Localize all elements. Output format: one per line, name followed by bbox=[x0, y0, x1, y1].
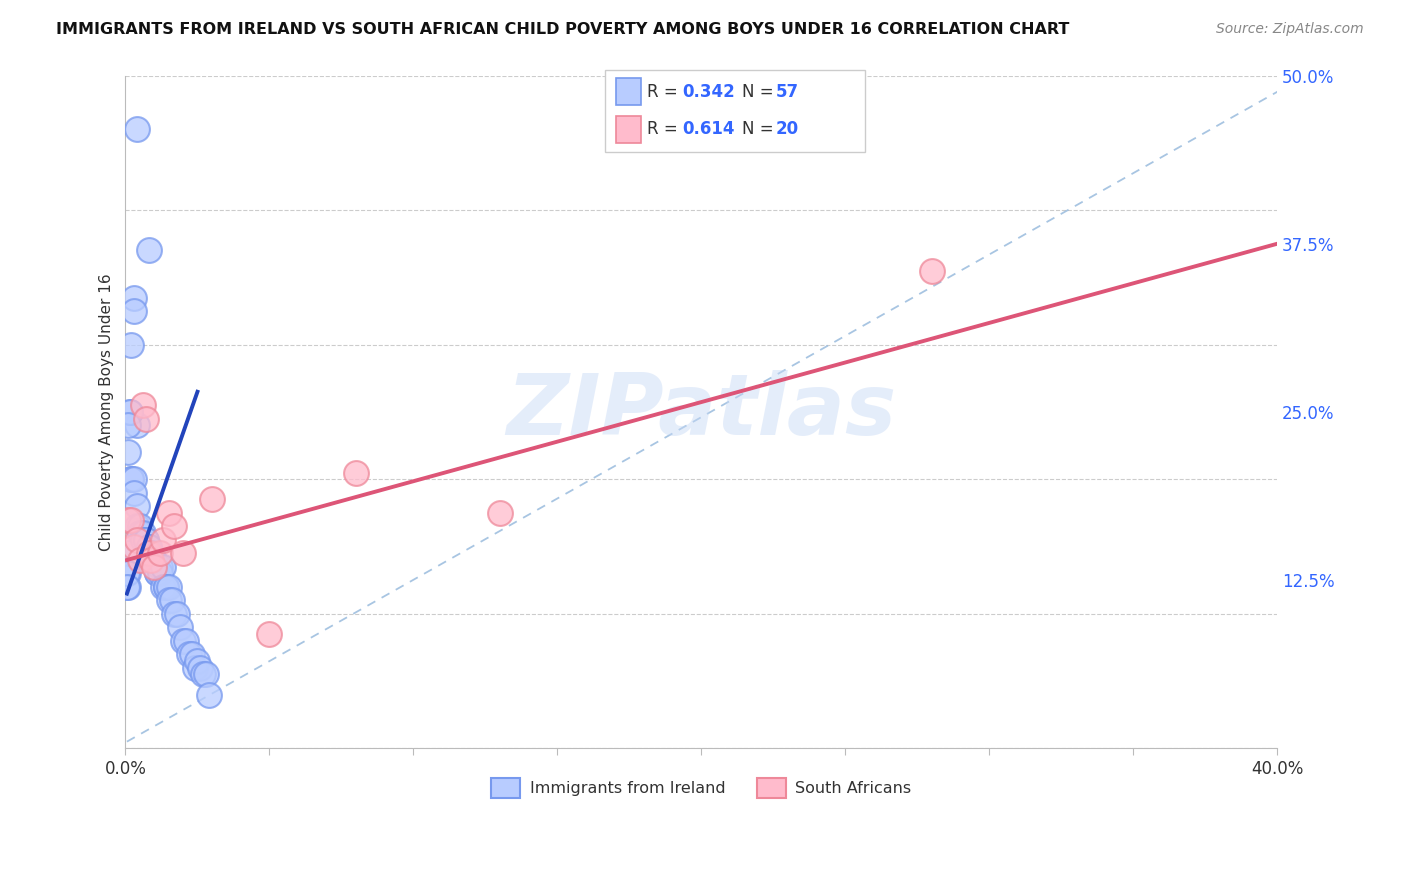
Point bbox=[128, 526, 150, 541]
Point bbox=[122, 304, 145, 318]
Point bbox=[125, 533, 148, 547]
Point bbox=[183, 660, 205, 674]
Point bbox=[141, 553, 163, 567]
Point bbox=[149, 566, 172, 581]
Y-axis label: Child Poverty Among Boys Under 16: Child Poverty Among Boys Under 16 bbox=[100, 273, 114, 550]
Point bbox=[138, 540, 160, 554]
Point bbox=[135, 411, 157, 425]
Point bbox=[163, 607, 186, 621]
Point bbox=[157, 506, 180, 520]
Point bbox=[115, 566, 138, 581]
Text: N =: N = bbox=[742, 83, 779, 101]
Point bbox=[177, 647, 200, 661]
Point bbox=[141, 553, 163, 567]
Point bbox=[141, 546, 163, 560]
Point bbox=[146, 566, 169, 581]
Text: 57: 57 bbox=[776, 83, 799, 101]
Point bbox=[138, 546, 160, 560]
Point bbox=[152, 533, 174, 547]
Point bbox=[122, 540, 145, 554]
Point bbox=[118, 405, 141, 419]
Point bbox=[166, 607, 188, 621]
Text: R =: R = bbox=[647, 83, 683, 101]
Point bbox=[125, 519, 148, 533]
Point bbox=[120, 472, 142, 486]
Point bbox=[193, 667, 215, 681]
Point bbox=[117, 566, 139, 581]
Text: 20: 20 bbox=[776, 120, 799, 138]
Point bbox=[120, 337, 142, 351]
Point bbox=[138, 540, 160, 554]
Point bbox=[115, 580, 138, 594]
Point bbox=[143, 559, 166, 574]
Point bbox=[117, 445, 139, 459]
Point bbox=[125, 122, 148, 136]
Point bbox=[174, 633, 197, 648]
Point bbox=[146, 566, 169, 581]
Text: N =: N = bbox=[742, 120, 779, 138]
Text: ZIPatlas: ZIPatlas bbox=[506, 370, 897, 453]
Point bbox=[201, 492, 224, 507]
Point bbox=[152, 559, 174, 574]
Point bbox=[488, 506, 510, 520]
Point bbox=[157, 580, 180, 594]
Point bbox=[149, 546, 172, 560]
Point bbox=[132, 398, 155, 412]
Point bbox=[198, 688, 221, 702]
Point bbox=[152, 580, 174, 594]
Point bbox=[122, 472, 145, 486]
Point bbox=[157, 593, 180, 607]
Legend: Immigrants from Ireland, South Africans: Immigrants from Ireland, South Africans bbox=[485, 772, 918, 805]
Point bbox=[155, 580, 177, 594]
Text: R =: R = bbox=[647, 120, 683, 138]
Point bbox=[122, 291, 145, 305]
Point bbox=[172, 546, 194, 560]
Point bbox=[160, 593, 183, 607]
Point bbox=[128, 553, 150, 567]
Text: IMMIGRANTS FROM IRELAND VS SOUTH AFRICAN CHILD POVERTY AMONG BOYS UNDER 16 CORRE: IMMIGRANTS FROM IRELAND VS SOUTH AFRICAN… bbox=[56, 22, 1070, 37]
Point bbox=[180, 647, 202, 661]
Point bbox=[163, 519, 186, 533]
Point bbox=[143, 553, 166, 567]
Point bbox=[143, 553, 166, 567]
Point bbox=[117, 546, 139, 560]
Point bbox=[125, 418, 148, 433]
Point bbox=[132, 526, 155, 541]
Point bbox=[118, 405, 141, 419]
Point bbox=[135, 533, 157, 547]
Text: 0.342: 0.342 bbox=[682, 83, 735, 101]
Point bbox=[120, 472, 142, 486]
Text: Source: ZipAtlas.com: Source: ZipAtlas.com bbox=[1216, 22, 1364, 37]
Text: 0.614: 0.614 bbox=[682, 120, 734, 138]
Point bbox=[128, 519, 150, 533]
Point bbox=[117, 418, 139, 433]
Point bbox=[172, 633, 194, 648]
Point bbox=[344, 466, 367, 480]
Point bbox=[188, 660, 211, 674]
Point bbox=[132, 533, 155, 547]
Point bbox=[155, 580, 177, 594]
Point bbox=[186, 654, 208, 668]
Point bbox=[138, 244, 160, 258]
Point bbox=[149, 559, 172, 574]
Point bbox=[122, 485, 145, 500]
Point bbox=[921, 263, 943, 277]
Point bbox=[117, 513, 139, 527]
Point bbox=[125, 499, 148, 513]
Point bbox=[169, 620, 191, 634]
Point bbox=[117, 580, 139, 594]
Point bbox=[120, 513, 142, 527]
Point bbox=[135, 533, 157, 547]
Point bbox=[195, 667, 218, 681]
Point bbox=[259, 627, 281, 641]
